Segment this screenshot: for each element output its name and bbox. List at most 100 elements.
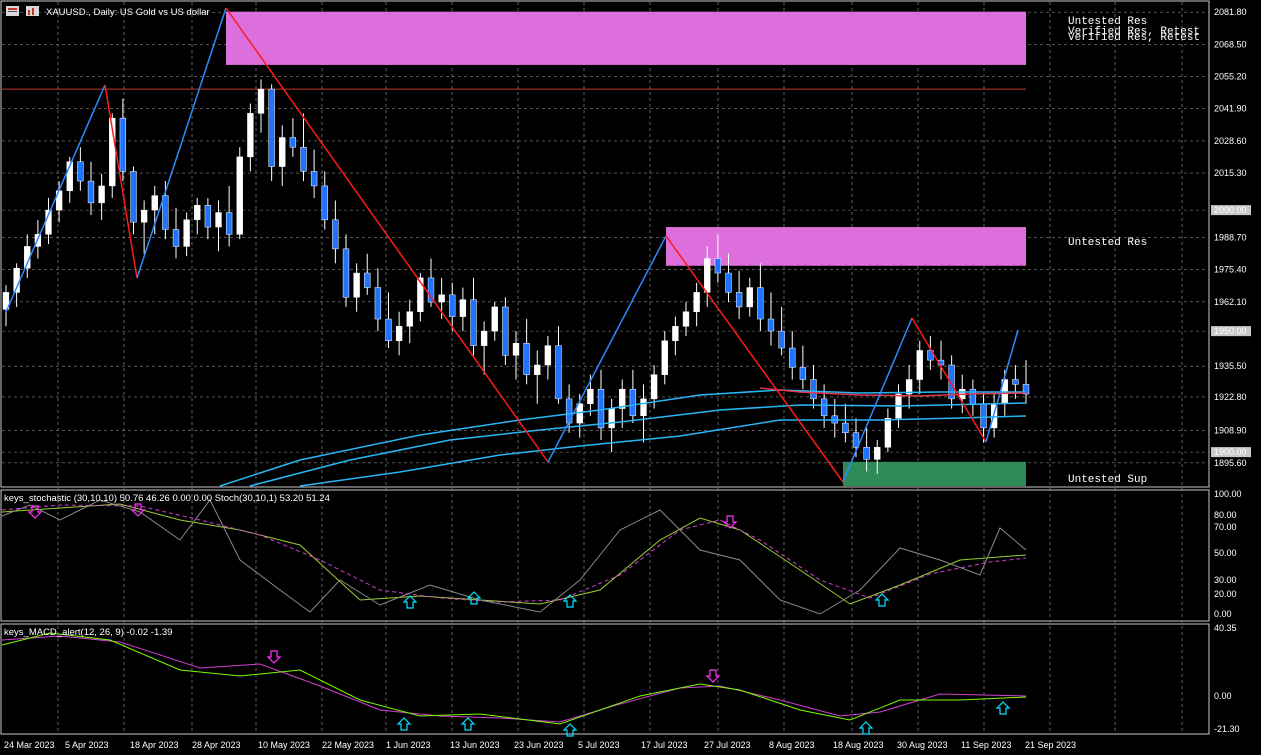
candle-body xyxy=(565,398,573,424)
candle-body xyxy=(735,292,743,308)
candle-body xyxy=(810,379,817,400)
oscillators xyxy=(1,499,1027,737)
zigzag-segment xyxy=(5,84,106,313)
time-label: 30 Aug 2023 xyxy=(897,740,948,750)
candle-body xyxy=(555,345,562,400)
price-tick: 1950.00 xyxy=(1214,326,1247,336)
macd-panel-frame xyxy=(0,623,1210,735)
candle-body xyxy=(385,318,392,342)
zone-label-verified-2: Verified Res, Retest xyxy=(1068,32,1200,44)
price-tick: 2028.60 xyxy=(1214,136,1247,146)
time-label: 22 May 2023 xyxy=(322,740,374,750)
candle-body xyxy=(948,364,955,400)
candle-body xyxy=(247,113,254,158)
macd-signal-line xyxy=(1,635,1027,723)
candle-body xyxy=(502,306,509,356)
candle-body xyxy=(427,277,435,303)
candle-body xyxy=(693,292,700,313)
arrow-up-icon xyxy=(858,721,874,735)
zigzag-segment xyxy=(547,235,667,463)
ma-line-3 xyxy=(299,415,1027,487)
candle-body xyxy=(587,388,594,404)
candle-body xyxy=(778,330,785,349)
sr-zones xyxy=(2,11,1026,486)
price-tick: 2015.30 xyxy=(1214,168,1247,178)
price-highlight xyxy=(1211,205,1251,216)
zigzag-segment xyxy=(842,317,913,483)
candle-body xyxy=(789,347,796,368)
zigzag-segment xyxy=(985,329,1019,443)
time-label: 21 Sep 2023 xyxy=(1025,740,1076,750)
candle-body xyxy=(374,287,382,320)
candle-body xyxy=(470,299,477,346)
arrow-up-icon xyxy=(396,717,412,731)
candle-body xyxy=(364,272,371,288)
stoch-panel-frame xyxy=(0,489,1210,622)
zone-label-res-top: Untested Res xyxy=(1068,16,1147,28)
candle-body xyxy=(342,248,350,298)
price-tick: 2041.90 xyxy=(1214,104,1247,114)
candle-body xyxy=(874,447,881,460)
candle-body xyxy=(87,180,95,204)
chart-title: XAUUSD., Daily: US Gold vs US dollar xyxy=(46,7,210,18)
candle-body xyxy=(395,326,403,342)
candle-body xyxy=(225,212,233,235)
price-highlight xyxy=(1211,447,1251,458)
candle-body xyxy=(927,350,934,361)
stoch-title: keys_stochastic (30,10,10) 50.76 46.26 0… xyxy=(4,493,330,504)
price-tick: 1975.40 xyxy=(1214,265,1247,275)
zone-resistance xyxy=(666,227,1026,266)
candle-body xyxy=(459,299,467,317)
arrow-down-icon xyxy=(705,669,721,683)
price-tick: 2081.80 xyxy=(1214,7,1247,17)
arrow-down-icon xyxy=(722,515,738,529)
zone-label-verified-1: Verified Res, Retest xyxy=(1068,26,1200,38)
candle-body xyxy=(512,342,520,356)
price-tick: 1900.00 xyxy=(1214,447,1247,457)
candle-body xyxy=(884,417,892,448)
candle-body xyxy=(332,219,339,250)
candle-body xyxy=(438,294,445,303)
candle-body xyxy=(257,88,265,114)
zone-support xyxy=(843,461,1026,486)
arrow-up-icon xyxy=(466,591,482,605)
ma-red-line xyxy=(759,387,1027,397)
price-tick: 1988.70 xyxy=(1214,232,1247,242)
candle-body xyxy=(820,398,828,417)
candle-body xyxy=(406,311,413,327)
time-label: 18 Aug 2023 xyxy=(833,740,884,750)
candle-body xyxy=(119,117,127,172)
candle-body xyxy=(799,367,807,380)
stoch-dashed-line xyxy=(1,504,1027,603)
time-label: 24 Mar 2023 xyxy=(4,740,55,750)
zigzag-segment xyxy=(225,7,549,463)
candle-body xyxy=(279,137,286,167)
arrow-down-icon xyxy=(266,650,282,664)
zone-label-res-mid: Untested Res xyxy=(1068,237,1147,249)
arrow-up-icon xyxy=(995,701,1011,715)
time-label: 5 Jul 2023 xyxy=(578,740,620,750)
candle-body xyxy=(172,229,180,247)
candle-body xyxy=(1012,379,1019,385)
macd-title: keys_MACD_alert(12, 26, 9) -0.02 -1.39 xyxy=(4,627,172,638)
candle-body xyxy=(597,388,605,429)
candle-body xyxy=(66,161,73,192)
candles[interactable] xyxy=(2,79,1030,474)
candle-body xyxy=(619,388,626,409)
candle-body xyxy=(534,364,541,375)
price-tick: 2068.50 xyxy=(1214,39,1247,49)
candle-body xyxy=(608,408,615,429)
ma-line-1 xyxy=(219,389,1026,487)
candle-body xyxy=(852,432,860,448)
time-label: 10 May 2023 xyxy=(258,740,310,750)
candle-body xyxy=(130,171,137,223)
macd-tick: 40.35 xyxy=(1214,623,1237,633)
candle-body xyxy=(321,185,328,221)
candle-body xyxy=(767,318,775,332)
candle-body xyxy=(183,219,190,247)
price-tick: 1908.90 xyxy=(1214,426,1247,436)
candle-body xyxy=(491,306,498,332)
stoch-tick: 30.00 xyxy=(1214,575,1237,585)
stoch-tick: 80.00 xyxy=(1214,510,1237,520)
